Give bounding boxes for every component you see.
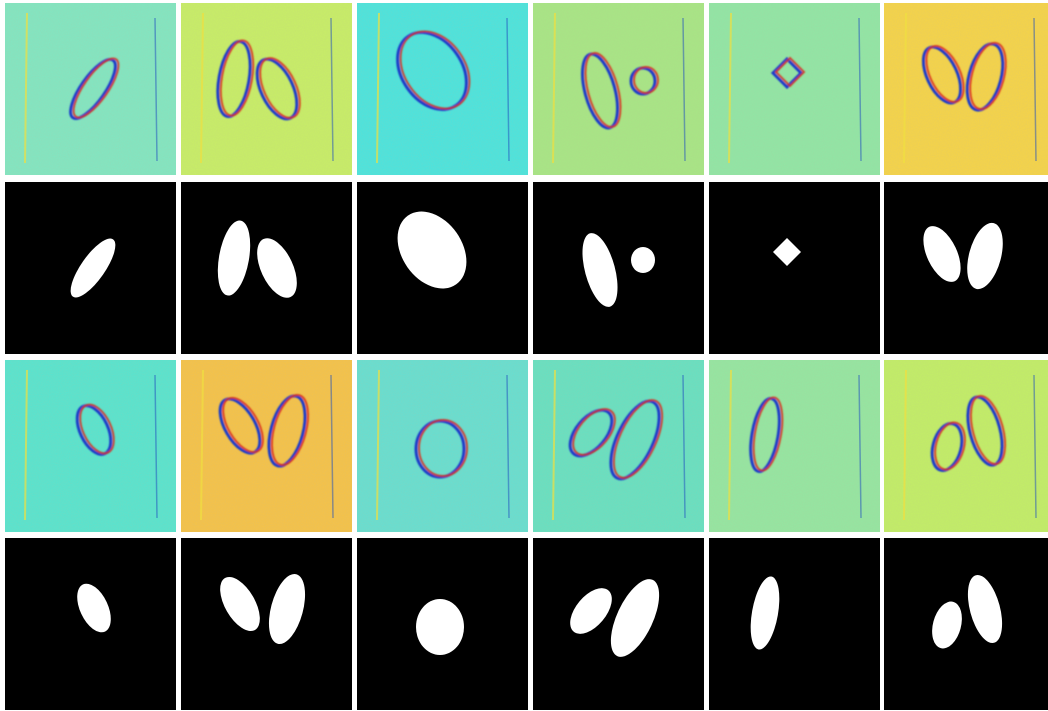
mask-background <box>709 182 880 354</box>
field-tile <box>884 3 1048 175</box>
tile-texture <box>357 3 528 175</box>
mask-background <box>181 538 352 710</box>
field-tile <box>357 3 528 175</box>
mask-blob <box>416 599 464 655</box>
mask-background <box>884 182 1048 354</box>
field-tile <box>181 360 352 532</box>
mask-background <box>884 538 1048 710</box>
mask-background <box>709 538 880 710</box>
mask-blob <box>631 247 655 273</box>
image-grid <box>0 0 1048 711</box>
field-tile <box>5 360 176 532</box>
mask-tile <box>181 538 352 710</box>
tile-texture <box>181 3 352 175</box>
field-tile <box>709 360 880 532</box>
tile-texture <box>5 3 176 175</box>
mask-tile <box>533 538 704 710</box>
mask-tile <box>709 538 880 710</box>
mask-tile <box>357 538 528 710</box>
tile-texture <box>357 360 528 532</box>
field-tile <box>533 3 704 175</box>
mask-tile <box>884 182 1048 354</box>
mask-tile <box>884 538 1048 710</box>
mask-tile <box>709 182 880 354</box>
field-tile <box>181 3 352 175</box>
mask-tile <box>533 182 704 354</box>
field-tile <box>709 3 880 175</box>
mask-tile <box>357 182 528 354</box>
tile-texture <box>709 3 880 175</box>
mask-tile <box>5 538 176 710</box>
tile-texture <box>533 360 704 532</box>
tile-texture <box>181 360 352 532</box>
field-tile <box>357 360 528 532</box>
mask-tile <box>5 182 176 354</box>
mask-tile <box>181 182 352 354</box>
field-tile <box>5 3 176 175</box>
tile-texture <box>709 360 880 532</box>
tile-texture <box>884 360 1048 532</box>
field-tile <box>884 360 1048 532</box>
field-tile <box>533 360 704 532</box>
mask-background <box>533 182 704 354</box>
